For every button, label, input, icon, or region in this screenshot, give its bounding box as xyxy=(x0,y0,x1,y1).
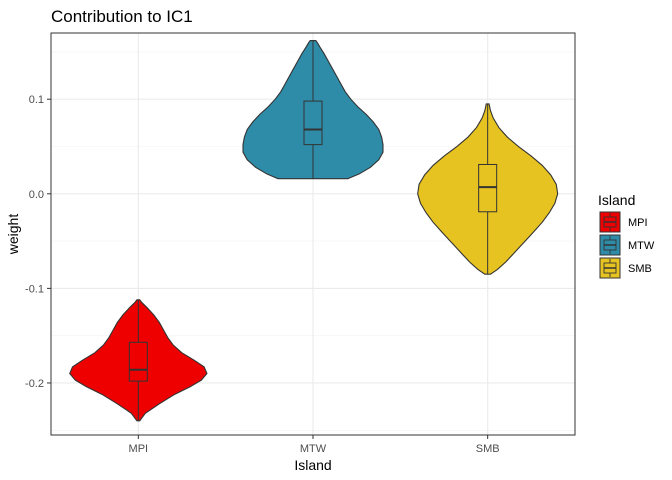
y-tick-label: -0.2 xyxy=(25,378,44,390)
box-mpi xyxy=(128,341,148,382)
legend-item-mtw: MTW xyxy=(599,234,655,256)
legend-label: MPI xyxy=(628,217,648,229)
legend: Island MPI MTW SMB xyxy=(598,192,655,279)
x-tick-label: MPI xyxy=(129,443,149,455)
y-axis-title: weight xyxy=(5,214,21,256)
legend-label: MTW xyxy=(628,240,655,252)
y-tick-label: 0.1 xyxy=(29,94,44,106)
violin-smb xyxy=(417,103,559,275)
violins-layer xyxy=(69,40,559,422)
legend-title: Island xyxy=(598,192,635,208)
box-mtw xyxy=(303,100,323,146)
x-tick-label: SMB xyxy=(476,443,500,455)
x-tick-label: MTW xyxy=(300,443,327,455)
y-axis-ticks: -0.2 -0.1 0.0 0.1 xyxy=(25,94,51,390)
violin-mpi xyxy=(69,299,208,422)
legend-label: SMB xyxy=(628,263,652,275)
violin-mtw xyxy=(242,40,384,180)
legend-item-mpi: MPI xyxy=(599,211,648,233)
y-tick-label: 0.0 xyxy=(29,189,44,201)
x-axis-title: Island xyxy=(294,457,331,473)
x-axis-ticks: MPI MTW SMB xyxy=(129,435,500,455)
chart-title: Contribution to IC1 xyxy=(51,7,193,26)
legend-item-smb: SMB xyxy=(599,257,652,279)
y-tick-label: -0.1 xyxy=(25,283,44,295)
